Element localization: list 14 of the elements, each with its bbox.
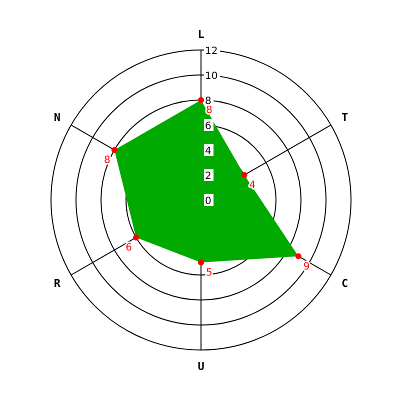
y-tick-label: 8 [205,96,212,107]
y-tick-label: 0 [205,196,212,207]
spoke-label: U [198,360,205,373]
spoke-label: R [54,277,61,290]
data-label: 6 [126,242,132,254]
spoke-label: T [341,111,348,124]
y-tick-label: 12 [205,46,218,57]
y-tick-label: 4 [205,146,212,157]
spoke-label: L [198,28,205,41]
y-tick-label: 6 [205,121,212,132]
y-tick-label: 10 [205,71,218,82]
y-tick-label: 2 [205,171,212,182]
spoke-label: N [54,111,61,124]
spoke-label: C [341,277,348,290]
